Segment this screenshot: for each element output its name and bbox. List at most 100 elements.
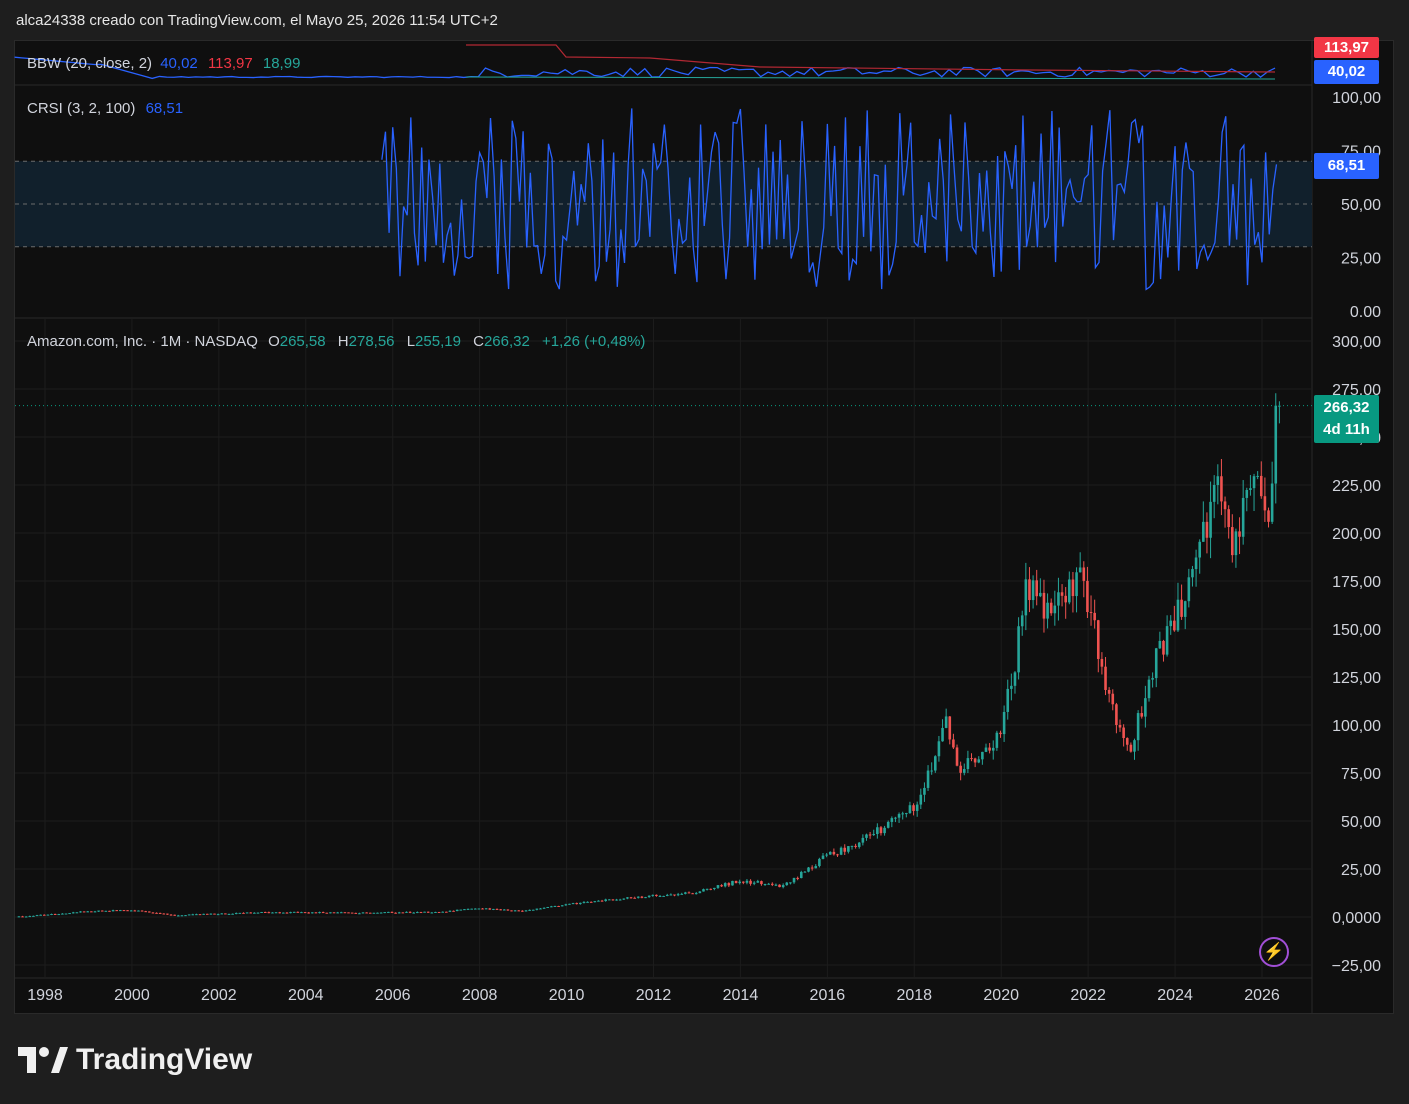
candle-body — [952, 739, 955, 748]
candle-body — [184, 915, 187, 917]
candle-body — [832, 851, 836, 855]
candle-body — [448, 910, 452, 912]
candle-body — [1010, 685, 1013, 689]
candle-body — [1078, 567, 1082, 573]
candle-body — [716, 885, 720, 888]
candle-body — [745, 880, 749, 883]
candle-body — [253, 912, 256, 914]
candle-body — [303, 912, 307, 914]
candle-body — [553, 905, 557, 907]
candle-body — [256, 912, 260, 914]
candle-body — [32, 915, 35, 917]
candle-body — [636, 896, 640, 898]
candle-body — [933, 756, 937, 771]
candle-body — [484, 908, 488, 910]
candle-body — [723, 883, 727, 887]
candle-body — [155, 912, 158, 914]
candle-body — [187, 914, 191, 916]
candle-body — [477, 908, 481, 910]
candle-body — [28, 916, 32, 918]
candle-body — [405, 911, 408, 913]
candle-body — [589, 901, 593, 903]
price-tick-label: 50,00 — [1341, 814, 1381, 831]
candle-body — [568, 903, 571, 905]
candle-body — [325, 912, 329, 914]
candle-body — [180, 915, 184, 917]
candle-body — [495, 908, 499, 910]
price-legend[interactable]: Amazon.com, Inc. · 1M · NASDAQ O265,58 H… — [27, 333, 645, 350]
candle-body — [1140, 713, 1144, 717]
candle-body — [1100, 658, 1104, 667]
candle-body — [821, 855, 825, 859]
candle-body — [46, 914, 50, 916]
candle-body — [397, 912, 401, 914]
candle-body — [260, 912, 263, 914]
candle-body — [166, 913, 169, 915]
candle-body — [271, 912, 274, 914]
candle-body — [550, 906, 553, 908]
candle-body — [1086, 580, 1089, 613]
candle-body — [437, 911, 441, 913]
candle-body — [506, 909, 510, 911]
candle-body — [1212, 485, 1216, 502]
candle-body — [1249, 488, 1252, 491]
candle-body — [90, 911, 93, 913]
candle-body — [1205, 521, 1209, 538]
candle-body — [430, 912, 434, 914]
candle-body — [785, 882, 789, 886]
candle-body — [586, 901, 589, 903]
candle-body — [861, 837, 865, 843]
candle-body — [394, 912, 397, 914]
lightning-icon[interactable]: ⚡ — [1259, 937, 1289, 967]
crsi-label: CRSI (3, 2, 100) — [27, 100, 136, 117]
candle-body — [234, 913, 238, 915]
candle-body — [289, 912, 292, 914]
candle-body — [557, 905, 560, 907]
candle-body — [684, 892, 687, 894]
candle-body — [611, 899, 615, 901]
chart-caption: alca24338 creado con TradingView.com, el… — [16, 12, 498, 29]
candle-body — [560, 905, 564, 907]
candle-body — [705, 888, 709, 890]
candle-body — [274, 912, 278, 914]
candle-body — [57, 914, 61, 916]
candle-body — [119, 910, 122, 912]
candle-body — [622, 898, 626, 900]
candle-body — [227, 913, 231, 915]
x-tick-label: 2014 — [723, 987, 759, 1004]
candle-body — [1230, 527, 1234, 556]
crsi-legend[interactable]: CRSI (3, 2, 100) 68,51 — [27, 100, 183, 117]
candle-body — [1129, 744, 1133, 752]
candle-body — [238, 912, 242, 914]
candle-body — [1053, 605, 1057, 614]
candle-body — [825, 854, 828, 856]
candle-body — [1035, 580, 1039, 597]
candle-body — [195, 914, 198, 916]
bbw-legend[interactable]: BBW (20, close, 2) 40,02 113,97 18,99 — [27, 55, 300, 72]
candle-body — [426, 911, 430, 913]
candle-body — [1234, 531, 1238, 556]
candle-body — [1002, 711, 1006, 735]
candle-body — [857, 842, 861, 847]
bbw-line — [14, 56, 1276, 80]
candle-body — [535, 908, 539, 910]
candle-body — [796, 877, 799, 879]
candle-body — [593, 901, 597, 903]
candle-body — [347, 912, 350, 914]
candle-body — [21, 916, 24, 918]
candle-body — [597, 900, 600, 902]
candle-body — [868, 834, 872, 836]
candle-body — [850, 845, 854, 847]
candle-body — [1064, 595, 1067, 603]
crsi-tick-label: 0.00 — [1350, 304, 1381, 321]
candle-body — [198, 914, 202, 916]
price-tick-label: −25,00 — [1332, 958, 1381, 975]
candle-body — [629, 897, 633, 899]
candle-body — [502, 909, 506, 911]
candle-body — [781, 885, 785, 888]
candle-body — [872, 834, 876, 836]
candle-body — [633, 897, 636, 899]
tradingview-logo[interactable]: TradingView — [18, 1040, 252, 1080]
candle-body — [579, 902, 582, 905]
